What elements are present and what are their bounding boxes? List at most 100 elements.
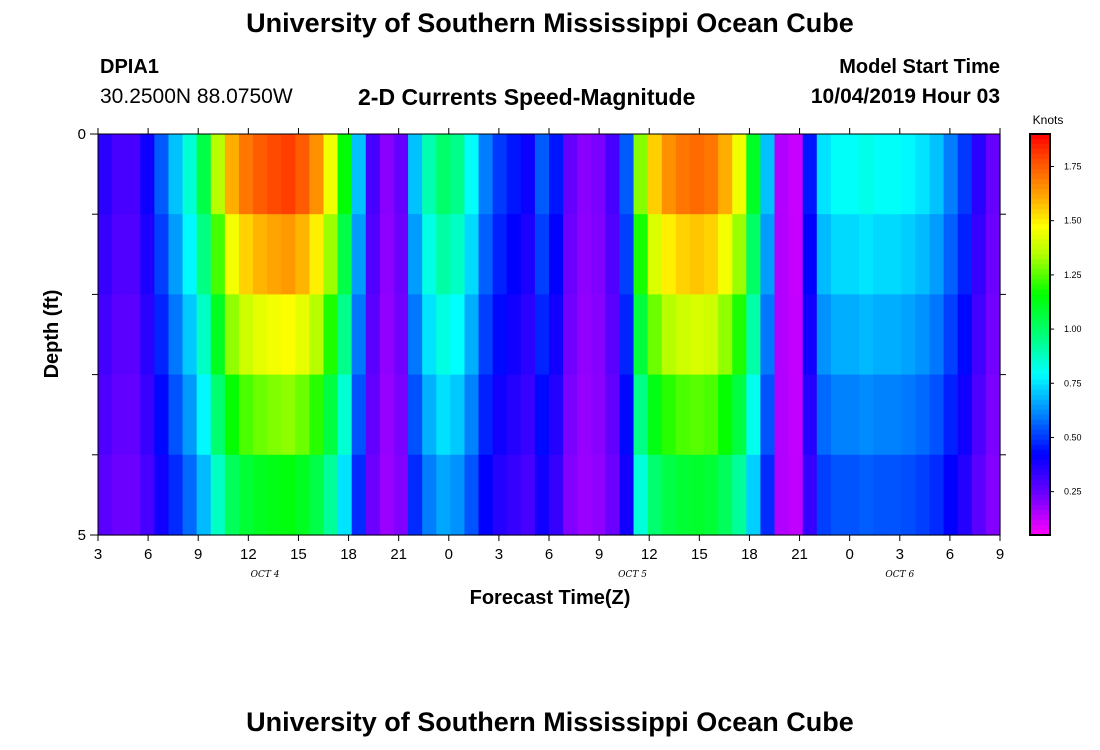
heatmap-cell [563,134,578,215]
colorbar-segment [1030,484,1050,491]
heatmap-cell [704,374,719,456]
heatmap-cell [661,294,677,376]
colorbar-segment [1030,364,1050,371]
heatmap-cell [126,294,141,376]
heatmap-cell [323,454,339,536]
y-tick-label: 5 [78,527,86,544]
heatmap-cell [661,374,677,456]
heatmap-cell [718,134,733,215]
heatmap-cell [774,214,790,295]
heatmap-cell [337,454,353,536]
heatmap-cell [816,294,832,376]
heatmap-cell [281,294,296,376]
heatmap-cell [901,454,917,536]
heatmap-cell [732,214,747,295]
heatmap-cell [859,374,874,456]
heatmap-cell [478,134,494,215]
heatmap-cell [943,374,959,456]
heatmap-cell [957,294,973,376]
heatmap-cell [887,454,902,536]
heatmap-cell [126,454,141,536]
x-tick-label: 6 [545,546,553,563]
heatmap-cell [393,454,409,536]
heatmap-cell [238,374,254,456]
heatmap-cell [253,374,268,456]
heatmap-cell [844,134,860,215]
heatmap-cell [830,374,846,456]
heatmap-cell [393,374,409,456]
colorbar-segment [1030,209,1050,215]
heatmap-cell [563,214,578,295]
colorbar-segment [1030,459,1050,466]
heatmap-cell [436,374,451,456]
colorbar-segment [1030,509,1050,516]
heatmap-cell [732,454,747,536]
colorbar-segment [1030,279,1050,285]
heatmap-cell [281,454,296,536]
colorbar-segment [1030,424,1050,431]
heatmap-cell [704,294,719,376]
x-tick-label: 0 [445,546,453,563]
heatmap-cell [492,134,508,215]
colorbar-segment [1030,414,1050,421]
heatmap-cell [605,134,621,215]
heatmap-cell [563,454,578,536]
heatmap-cell [844,294,860,376]
heatmap-cell [563,294,578,376]
colorbar-segment [1030,274,1050,280]
colorbar-segment [1030,134,1050,140]
heatmap-cell [647,374,663,456]
heatmap-cell [943,454,959,536]
heatmap-cell [619,294,635,376]
heatmap-cell [605,454,621,536]
heatmap-cell [464,454,480,536]
heatmap-cell [675,214,691,295]
heatmap-cell [281,374,296,456]
colorbar-segment [1030,149,1050,155]
colorbar-segment [1030,154,1050,160]
heatmap-cell [746,214,761,295]
heatmap-cell [478,214,494,295]
heatmap-cell [408,454,423,536]
heatmap-cell [506,454,522,536]
heatmap-cell [422,454,437,536]
heatmap-cell [436,294,451,376]
heatmap-cell [365,214,381,295]
heatmap-cell [760,214,776,295]
heatmap-cell [281,134,296,215]
heatmap-cell [210,374,226,456]
heatmap-cell [506,294,522,376]
colorbar-segment [1030,264,1050,270]
heatmap-cell [98,214,113,295]
heatmap-cell [746,294,761,376]
heatmap-cell [718,294,733,376]
heatmap-cell [196,374,212,456]
heatmap-cell [774,374,790,456]
heatmap-cell [873,374,888,456]
colorbar-segment [1030,389,1050,396]
heatmap-cell [788,214,804,295]
heatmap-cell [267,454,282,536]
colorbar-segment [1030,434,1050,441]
heatmap-cell [126,214,141,295]
colorbar-segment [1030,324,1050,331]
x-tick-label: 3 [495,546,503,563]
heatmap-cell [859,454,874,536]
heatmap-cell [704,134,719,215]
heatmap-cell [873,134,888,215]
heatmap-cell [844,454,860,536]
colorbar-tick-label: 0.75 [1064,378,1082,388]
heatmap-cell [295,294,310,376]
heatmap-cell [112,454,127,536]
heatmap-cell [520,454,536,536]
heatmap-cell [98,374,113,456]
colorbar-segment [1030,429,1050,436]
heatmap-cell [492,374,508,456]
heatmap-cell [661,454,677,536]
heatmap-cell [704,454,719,536]
heatmap-cell [619,454,635,536]
heatmap-cell [591,374,606,456]
station-id: DPIA1 [100,56,159,78]
colorbar-segment [1030,239,1050,245]
heatmap-cell [182,374,198,456]
